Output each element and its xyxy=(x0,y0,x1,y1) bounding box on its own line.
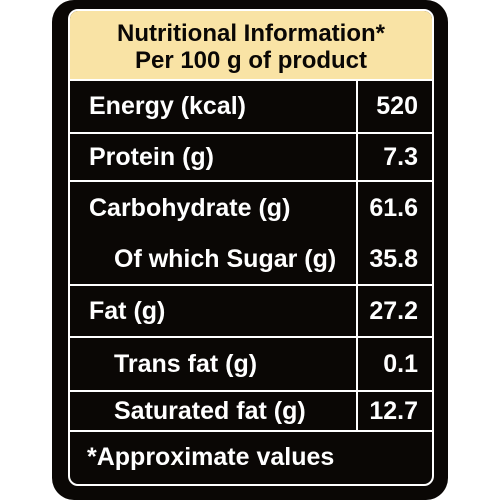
nutrient-name: Energy (kcal) xyxy=(89,92,247,120)
table-row-carbohydrate: Carbohydrate (g) 61.6 xyxy=(70,182,432,234)
nutrient-name: Carbohydrate (g) xyxy=(89,193,291,222)
nutrient-name: Fat (g) xyxy=(89,296,166,325)
row-divider xyxy=(70,284,432,286)
table-row-protein: Protein (g) 7.3 xyxy=(70,134,432,180)
nutrient-value: 7.3 xyxy=(383,142,418,171)
table-row-sugar: Of which Sugar (g) 35.8 xyxy=(70,234,432,284)
row-divider xyxy=(70,336,432,338)
table-row-trans-fat: Trans fat (g) 0.1 xyxy=(70,338,432,390)
nutrition-table: Nutritional Information* Per 100 g of pr… xyxy=(68,9,434,486)
row-divider xyxy=(70,430,432,432)
nutrient-name: Protein (g) xyxy=(89,142,214,171)
row-divider xyxy=(70,132,432,134)
nutrient-value: 0.1 xyxy=(383,349,418,378)
nutrient-name: Trans fat (g) xyxy=(114,349,258,378)
nutrient-value: 520 xyxy=(376,92,418,120)
row-divider xyxy=(70,180,432,182)
table-row-saturated-fat: Saturated fat (g) 12.7 xyxy=(70,392,432,430)
table-header: Nutritional Information* Per 100 g of pr… xyxy=(70,11,432,81)
table-title: Nutritional Information* xyxy=(117,20,385,47)
nutrient-name: Of which Sugar (g) xyxy=(114,244,337,273)
nutrient-value: 61.6 xyxy=(369,193,418,222)
table-row-fat: Fat (g) 27.2 xyxy=(70,286,432,336)
nutrient-name: Saturated fat (g) xyxy=(114,396,306,425)
nutrient-value: 12.7 xyxy=(369,396,418,425)
footnote: *Approximate values xyxy=(87,443,335,471)
row-divider xyxy=(70,390,432,392)
table-row-energy: Energy (kcal) 520 xyxy=(70,81,432,132)
column-divider xyxy=(356,81,358,430)
nutrient-value: 35.8 xyxy=(369,244,418,273)
nutrient-value: 27.2 xyxy=(369,296,418,325)
table-subtitle: Per 100 g of product xyxy=(134,47,368,74)
